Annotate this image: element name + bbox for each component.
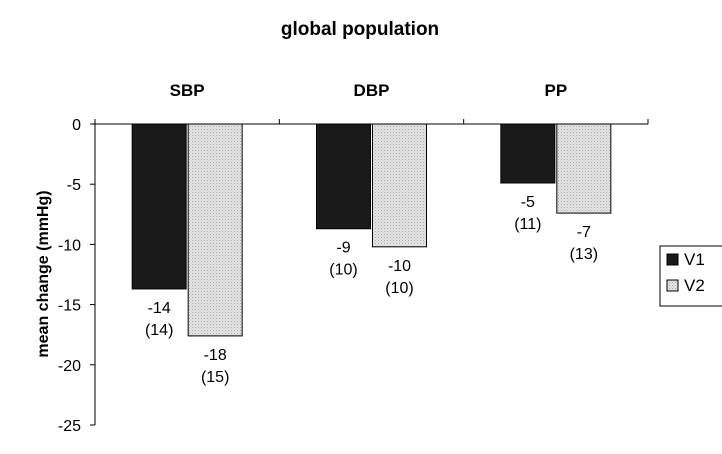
category-label: SBP xyxy=(170,81,205,100)
data-label-mean: -14 xyxy=(148,300,171,317)
y-tick-label: -5 xyxy=(67,177,81,194)
data-label-mean: -7 xyxy=(577,224,591,241)
y-tick-label: -25 xyxy=(58,418,81,435)
category-label: PP xyxy=(544,81,567,100)
bar-v2-sbp xyxy=(187,123,243,337)
data-label-sd: (14) xyxy=(145,322,173,339)
bar-v1-pp xyxy=(500,123,556,184)
y-tick-label: -15 xyxy=(58,298,81,315)
y-axis-label: mean change (mmHg) xyxy=(35,190,52,357)
data-label-sd: (11) xyxy=(514,216,541,233)
data-label-sd: (13) xyxy=(570,246,598,263)
data-label-mean: -5 xyxy=(521,194,535,211)
data-label-sd: (15) xyxy=(201,369,229,386)
legend-swatch-v1 xyxy=(666,253,679,266)
data-label-sd: (10) xyxy=(385,280,413,297)
data-label-mean: -10 xyxy=(388,258,411,275)
category-label: DBP xyxy=(354,81,390,100)
y-tick-label: -10 xyxy=(58,237,81,254)
legend-label-v1: V1 xyxy=(684,250,705,269)
legend-swatch-v2 xyxy=(666,279,679,292)
legend-label-v2: V2 xyxy=(684,276,705,295)
bar-v2-pp xyxy=(556,123,612,214)
chart-title: global population xyxy=(281,19,439,40)
bar-v1-dbp xyxy=(316,123,371,230)
bar-v1-sbp xyxy=(131,123,187,290)
plot-area: 0 -5 -10 -15 -20 -25 SBP -14 (14) -18 (15) DBP -9 (10… xyxy=(58,81,649,435)
data-label-sd: (10) xyxy=(329,262,357,279)
data-label-mean: -9 xyxy=(336,240,350,257)
data-label-mean: -18 xyxy=(204,347,227,364)
bar-v2-dbp xyxy=(372,123,427,248)
y-tick-label: -20 xyxy=(58,358,81,375)
y-tick-label: 0 xyxy=(72,117,81,134)
